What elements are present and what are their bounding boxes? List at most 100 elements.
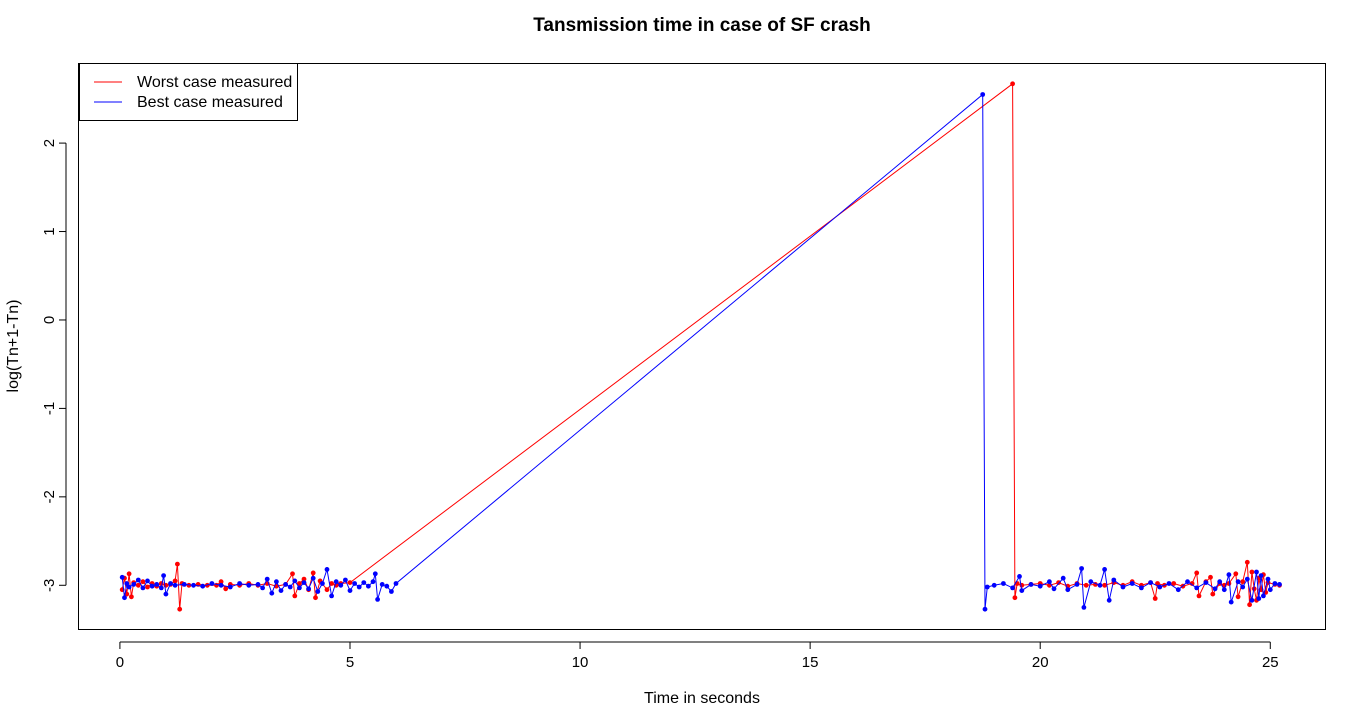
data-point-worst-case [1012, 595, 1018, 601]
data-point-best-case [980, 92, 986, 97]
data-point-worst-case [126, 571, 132, 577]
data-point-best-case [1217, 579, 1223, 585]
legend: Worst case measured Best case measured [79, 63, 298, 121]
data-point-best-case [246, 582, 252, 588]
x-tick-label: 10 [572, 654, 589, 671]
data-point-worst-case [172, 578, 178, 584]
data-point-best-case [1129, 581, 1135, 586]
data-point-best-case [1235, 579, 1241, 585]
data-point-best-case [1139, 585, 1144, 591]
data-point-best-case [1088, 579, 1094, 585]
data-point-best-case [1051, 586, 1057, 592]
data-point-best-case [209, 581, 215, 586]
data-point-best-case [1060, 575, 1066, 581]
data-point-best-case [1017, 574, 1022, 579]
data-point-worst-case [135, 582, 141, 588]
data-point-worst-case [145, 584, 150, 590]
data-point-worst-case [1233, 571, 1239, 577]
data-point-worst-case [223, 586, 229, 592]
data-point-best-case [1272, 581, 1278, 586]
data-point-worst-case [1244, 559, 1250, 565]
data-point-best-case [191, 582, 196, 588]
data-point-worst-case [297, 581, 302, 586]
data-point-best-case [361, 580, 367, 585]
data-point-best-case [324, 567, 330, 572]
data-point-worst-case [301, 576, 307, 582]
y-tick-label: 2 [41, 139, 58, 147]
data-point-best-case [1065, 587, 1071, 593]
y-tick-label: -3 [41, 579, 58, 592]
data-point-worst-case [290, 571, 295, 577]
series-layer [119, 81, 1282, 612]
y-tick-label: -1 [41, 402, 58, 415]
x-tick-label: 15 [802, 654, 819, 671]
data-point-best-case [356, 584, 362, 590]
data-point-best-case [315, 589, 321, 594]
data-point-best-case [1157, 584, 1163, 590]
data-point-worst-case [1235, 594, 1241, 600]
data-point-worst-case [1171, 581, 1177, 586]
data-point-best-case [135, 577, 141, 583]
data-point-worst-case [175, 561, 180, 567]
data-point-best-case [1120, 584, 1126, 590]
data-point-worst-case [347, 580, 353, 585]
series-line-best-case [121, 93, 1280, 610]
data-point-best-case [1277, 582, 1282, 587]
data-point-best-case [274, 579, 279, 585]
data-point-best-case [1194, 585, 1200, 591]
data-point-best-case [1185, 579, 1190, 585]
data-point-worst-case [129, 594, 134, 600]
data-point-best-case [1249, 597, 1255, 603]
data-point-worst-case [329, 581, 334, 586]
data-point-best-case [389, 589, 394, 594]
data-point-worst-case [1196, 593, 1202, 599]
y-axis-label: log(Tn+1-Tn) [5, 300, 22, 393]
x-tick-label: 5 [346, 654, 354, 671]
data-point-best-case [287, 584, 293, 590]
data-point-best-case [310, 575, 316, 581]
series-worst-case [119, 81, 1282, 612]
data-point-best-case [278, 588, 284, 593]
data-point-best-case [172, 582, 178, 588]
data-point-worst-case [324, 587, 330, 593]
data-point-best-case [122, 595, 127, 601]
data-point-best-case [338, 582, 344, 588]
series-best-case [119, 92, 1282, 612]
data-point-best-case [158, 585, 164, 591]
data-point-best-case [1102, 567, 1107, 572]
data-point-best-case [991, 582, 997, 588]
data-point-best-case [306, 586, 311, 592]
data-point-best-case [347, 588, 353, 593]
data-point-best-case [292, 578, 298, 584]
series-line-worst-case [121, 82, 1280, 610]
data-point-best-case [264, 576, 270, 582]
data-point-best-case [1261, 593, 1266, 599]
data-point-worst-case [292, 593, 298, 599]
data-point-worst-case [1010, 81, 1015, 87]
data-point-best-case [329, 593, 334, 599]
data-point-best-case [269, 590, 275, 596]
data-point-worst-case [1189, 581, 1195, 586]
data-point-best-case [1244, 576, 1250, 582]
data-point-worst-case [310, 570, 316, 576]
data-point-best-case [1221, 587, 1227, 593]
data-point-best-case [984, 584, 990, 590]
data-point-worst-case [1194, 570, 1200, 576]
data-point-best-case [1175, 587, 1181, 593]
data-point-best-case [333, 579, 339, 585]
chart-title: Tansmission time in case of SF crash [533, 15, 871, 36]
data-point-worst-case [1247, 602, 1252, 608]
data-point-best-case [982, 606, 988, 612]
data-point-best-case [1258, 573, 1264, 578]
data-point-best-case [1166, 581, 1172, 586]
data-point-best-case [181, 582, 187, 587]
data-point-worst-case [1240, 579, 1246, 585]
data-point-worst-case [1019, 582, 1025, 588]
data-point-best-case [1111, 577, 1117, 583]
data-point-best-case [163, 591, 169, 597]
data-point-best-case [384, 583, 390, 589]
data-point-best-case [1228, 599, 1234, 605]
legend-label-worst-case: Worst case measured [137, 74, 292, 91]
data-point-worst-case [1208, 574, 1213, 580]
